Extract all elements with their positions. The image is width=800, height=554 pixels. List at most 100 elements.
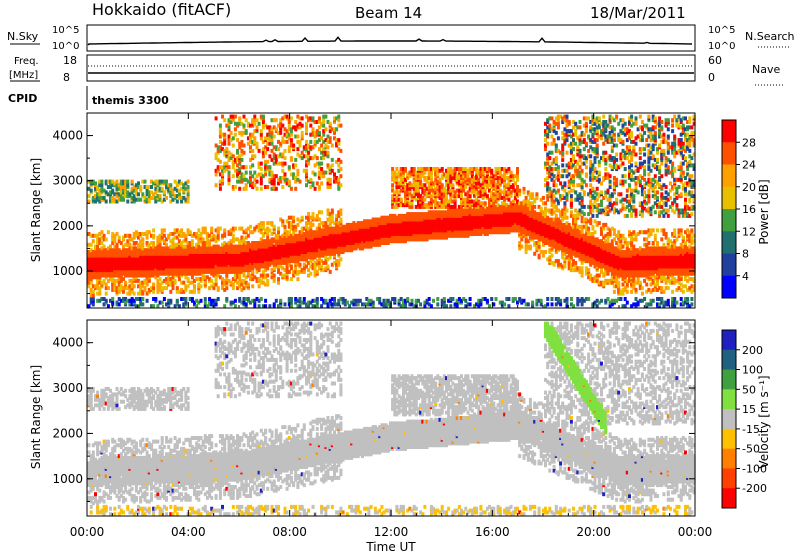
power-cell — [111, 277, 115, 282]
power-cell — [186, 228, 190, 233]
power-cell — [126, 233, 130, 238]
power-cell — [171, 237, 175, 242]
power-cell — [272, 181, 276, 186]
power-cell — [126, 239, 130, 244]
power-cell — [208, 277, 212, 282]
power-cell — [199, 268, 203, 273]
power-cell — [145, 291, 149, 296]
power-cell — [221, 233, 224, 238]
power-cell — [190, 242, 194, 247]
date-title: 18/Mar/2011 — [590, 4, 686, 22]
power-cell — [339, 183, 343, 188]
power-cell — [216, 235, 220, 240]
power-cell — [177, 304, 181, 309]
power-cell — [311, 181, 315, 186]
power-cell — [111, 241, 115, 245]
power-cell — [98, 195, 102, 200]
power-cell — [238, 121, 242, 126]
power-cell — [229, 239, 233, 244]
noise-right-tick-top: 10^5 — [708, 25, 735, 36]
power-cell — [238, 141, 242, 146]
power-cell — [261, 154, 265, 159]
power-cell — [177, 179, 181, 184]
power-cell — [229, 280, 233, 285]
power-cell — [132, 291, 136, 296]
power-cell — [205, 232, 209, 236]
power-cell — [315, 269, 319, 274]
power-cell — [236, 286, 240, 291]
power-cell — [117, 297, 121, 301]
freq-label-line2: [MHz] — [9, 70, 38, 81]
power-cell — [270, 148, 274, 153]
power-cell — [162, 233, 166, 238]
power-cell — [128, 192, 132, 197]
power-cell — [152, 297, 156, 301]
beam-title: Beam 14 — [355, 4, 422, 22]
power-cell — [171, 232, 175, 236]
power-cell — [109, 190, 112, 195]
power-cell — [326, 145, 330, 150]
power-cell — [320, 210, 324, 215]
power-cell — [218, 246, 222, 251]
power-cell — [225, 273, 229, 278]
power-cell — [102, 244, 106, 249]
power-cell — [300, 134, 304, 139]
power-cell — [294, 228, 298, 233]
power-cell — [197, 228, 201, 233]
power-cell — [137, 297, 140, 301]
power-cell — [173, 242, 177, 247]
power-cell — [145, 185, 149, 189]
power-cell — [257, 284, 261, 289]
power-cell — [208, 297, 212, 301]
power-cell — [132, 188, 136, 193]
power-cell — [186, 185, 190, 189]
power-cell — [208, 242, 212, 247]
power-cell — [229, 114, 233, 119]
power-cell — [91, 195, 95, 200]
power-cell — [145, 273, 149, 278]
power-cell — [126, 199, 130, 204]
power-cell — [225, 262, 229, 267]
power-cell — [231, 255, 235, 260]
power-cell — [225, 286, 229, 291]
power-cell — [281, 123, 285, 128]
power-cell — [162, 297, 166, 301]
power-cell — [96, 298, 100, 303]
power-cell — [124, 286, 128, 291]
power-cell — [139, 291, 143, 296]
power-cell — [212, 298, 216, 303]
power-cell — [307, 150, 311, 155]
power-cell — [231, 143, 235, 148]
power-cell — [126, 253, 130, 258]
power-cell — [464, 185, 468, 189]
power-cell — [139, 232, 143, 236]
power-cell — [296, 277, 300, 282]
power-cell — [339, 174, 343, 179]
power-cell — [134, 246, 138, 251]
power-cell — [124, 190, 128, 195]
power-cell — [238, 159, 242, 164]
power-cell — [134, 183, 138, 188]
power-cell — [335, 127, 339, 132]
power-cell — [214, 302, 218, 307]
power-cell — [240, 226, 244, 231]
power-cell — [201, 277, 205, 282]
power-cell — [236, 121, 240, 126]
power-cell — [186, 284, 190, 289]
power-cell — [158, 246, 162, 251]
power-cell — [190, 233, 194, 238]
power-cell — [203, 275, 207, 280]
power-cell — [330, 217, 334, 222]
power-cell — [221, 141, 224, 146]
power-cell — [233, 244, 237, 249]
power-cell — [212, 273, 216, 278]
power-cell — [309, 271, 313, 276]
power-cell — [264, 150, 268, 155]
power-cell — [410, 204, 414, 209]
power-cell — [261, 224, 265, 229]
power-cell — [274, 157, 278, 162]
power-cell — [104, 179, 108, 184]
power-cell — [205, 241, 209, 245]
power-cell — [236, 280, 240, 285]
power-cell — [221, 132, 224, 137]
